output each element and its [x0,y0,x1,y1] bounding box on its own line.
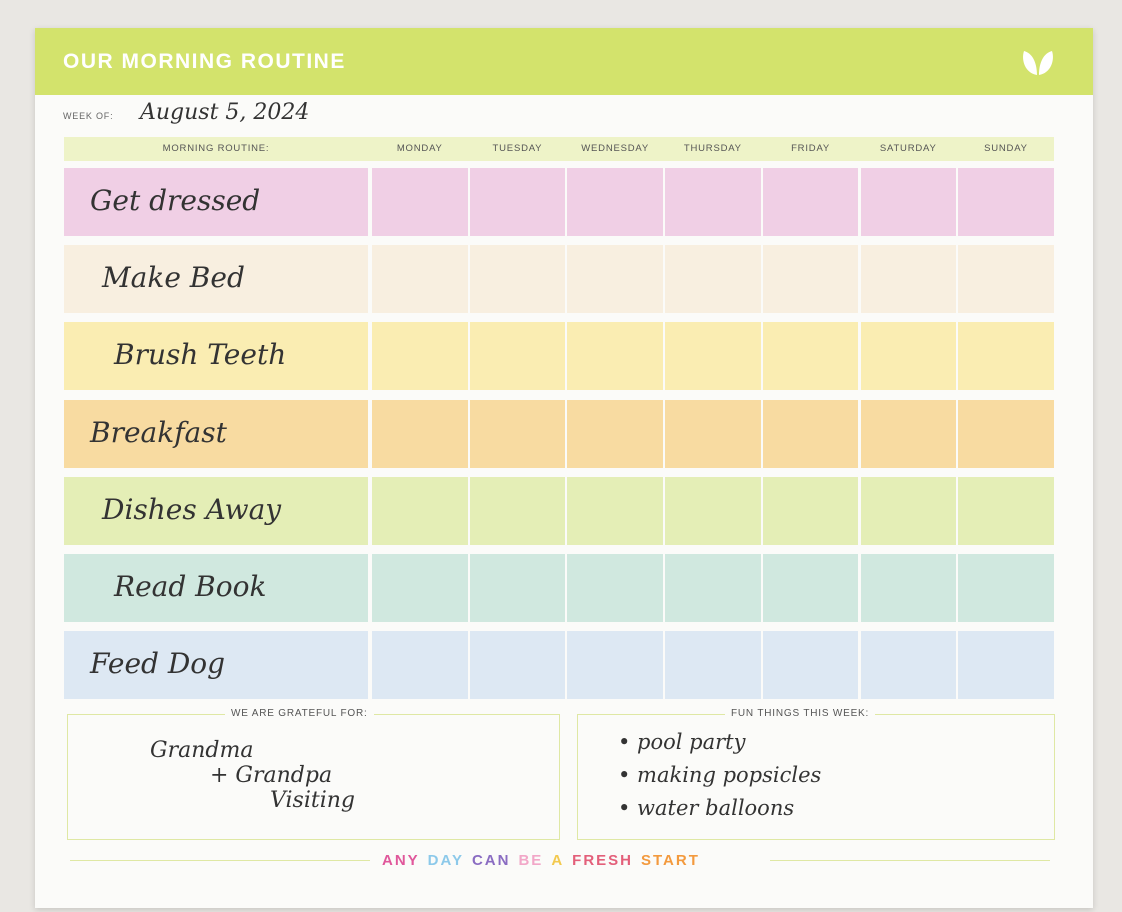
task-name: Brush Teeth [114,338,287,372]
day-cell [567,245,663,314]
header-bar [35,28,1093,95]
day-cell [762,245,859,314]
day-cell [958,476,1054,545]
day-cell [372,476,468,545]
footer-word: BE [518,852,544,869]
day-cell [372,245,468,314]
day-cell [665,399,761,468]
footer-word: A [551,852,565,869]
day-cell [860,245,956,314]
grateful-line: Grandma [150,738,254,763]
task-name: Get dressed [90,184,261,217]
column-header: TUESDAY [492,143,543,154]
day-cell [958,245,1054,314]
footer-rule [770,860,1050,861]
day-cell [372,399,468,468]
day-cell [372,322,468,391]
task-cell [64,399,368,468]
day-cell [860,399,956,468]
day-cell [958,399,1054,468]
day-cell [958,168,1054,236]
day-cell [567,322,663,391]
day-cell [372,631,468,700]
grateful-title: WE ARE GRATEFUL FOR: [225,708,374,719]
task-name: Make Bed [102,261,245,295]
task-cell [64,168,368,236]
day-cell [469,322,566,391]
day-cell [762,476,859,545]
day-cell [762,554,859,622]
task-cell [64,631,368,700]
task-cell [64,322,368,391]
footer-word: FRESH [572,852,633,869]
day-cell [567,168,663,236]
day-cell [958,631,1054,700]
day-cell [372,554,468,622]
day-cell [958,554,1054,622]
day-cell [762,322,859,391]
day-cell [372,168,468,236]
day-cell [665,245,761,314]
fun-line: • pool party [618,730,746,754]
day-cell [762,399,859,468]
day-cell [958,322,1054,391]
fun-title: FUN THINGS THIS WEEK: [725,708,876,719]
day-cell [469,554,566,622]
grateful-line: + Grandpa [210,763,333,788]
task-name: Breakfast [90,415,227,449]
task-name: Dishes Away [102,492,282,526]
column-header: SATURDAY [879,143,937,154]
footer-word: START [641,852,700,869]
column-header: WEDNESDAY [581,143,649,154]
day-cell [860,631,956,700]
column-header: THURSDAY [683,143,742,154]
fun-line: • water balloons [618,796,795,820]
column-header: MONDAY [396,143,443,154]
footer-rule [70,860,370,861]
fun-line: • making popsicles [618,763,822,787]
logo [1023,51,1053,75]
footer-word: ANY [382,852,420,869]
footer: ANY DAY CAN BE A FRESH START [382,852,708,869]
day-cell [469,399,566,468]
task-name: Feed Dog [90,647,226,681]
day-cell [762,168,859,236]
day-cell [860,168,956,236]
task-cell [64,476,368,545]
day-cell [860,476,956,545]
grateful-line: Visiting [270,788,355,813]
day-cell [567,631,663,700]
column-header-bar [64,137,1054,161]
day-cell [762,631,859,700]
day-cell [665,554,761,622]
task-cell [64,245,368,314]
day-cell [665,168,761,236]
day-cell [469,245,566,314]
footer-word: DAY [427,852,464,869]
day-cell [567,554,663,622]
week-label: WEEK OF: [63,111,114,121]
day-cell [469,476,566,545]
day-cell [665,631,761,700]
task-cell [64,554,368,622]
day-cell [567,399,663,468]
column-header: MORNING ROUTINE: [162,143,270,154]
task-name: Read Book [114,570,267,603]
week-date: August 5, 2024 [140,100,310,125]
column-header: FRIDAY [791,143,831,154]
day-cell [860,554,956,622]
day-cell [469,631,566,700]
day-cell [665,322,761,391]
title: OUR MORNING ROUTINE [63,50,346,73]
footer-word: CAN [471,852,511,869]
column-header: SUNDAY [984,143,1028,154]
day-cell [469,168,566,236]
day-cell [665,476,761,545]
day-cell [860,322,956,391]
day-cell [567,476,663,545]
